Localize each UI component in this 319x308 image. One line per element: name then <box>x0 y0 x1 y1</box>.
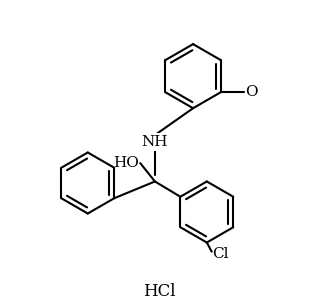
Text: O: O <box>245 85 258 99</box>
Text: Cl: Cl <box>212 247 229 261</box>
Text: NH: NH <box>142 135 168 149</box>
Text: HO: HO <box>113 156 139 169</box>
Text: HCl: HCl <box>143 283 176 300</box>
